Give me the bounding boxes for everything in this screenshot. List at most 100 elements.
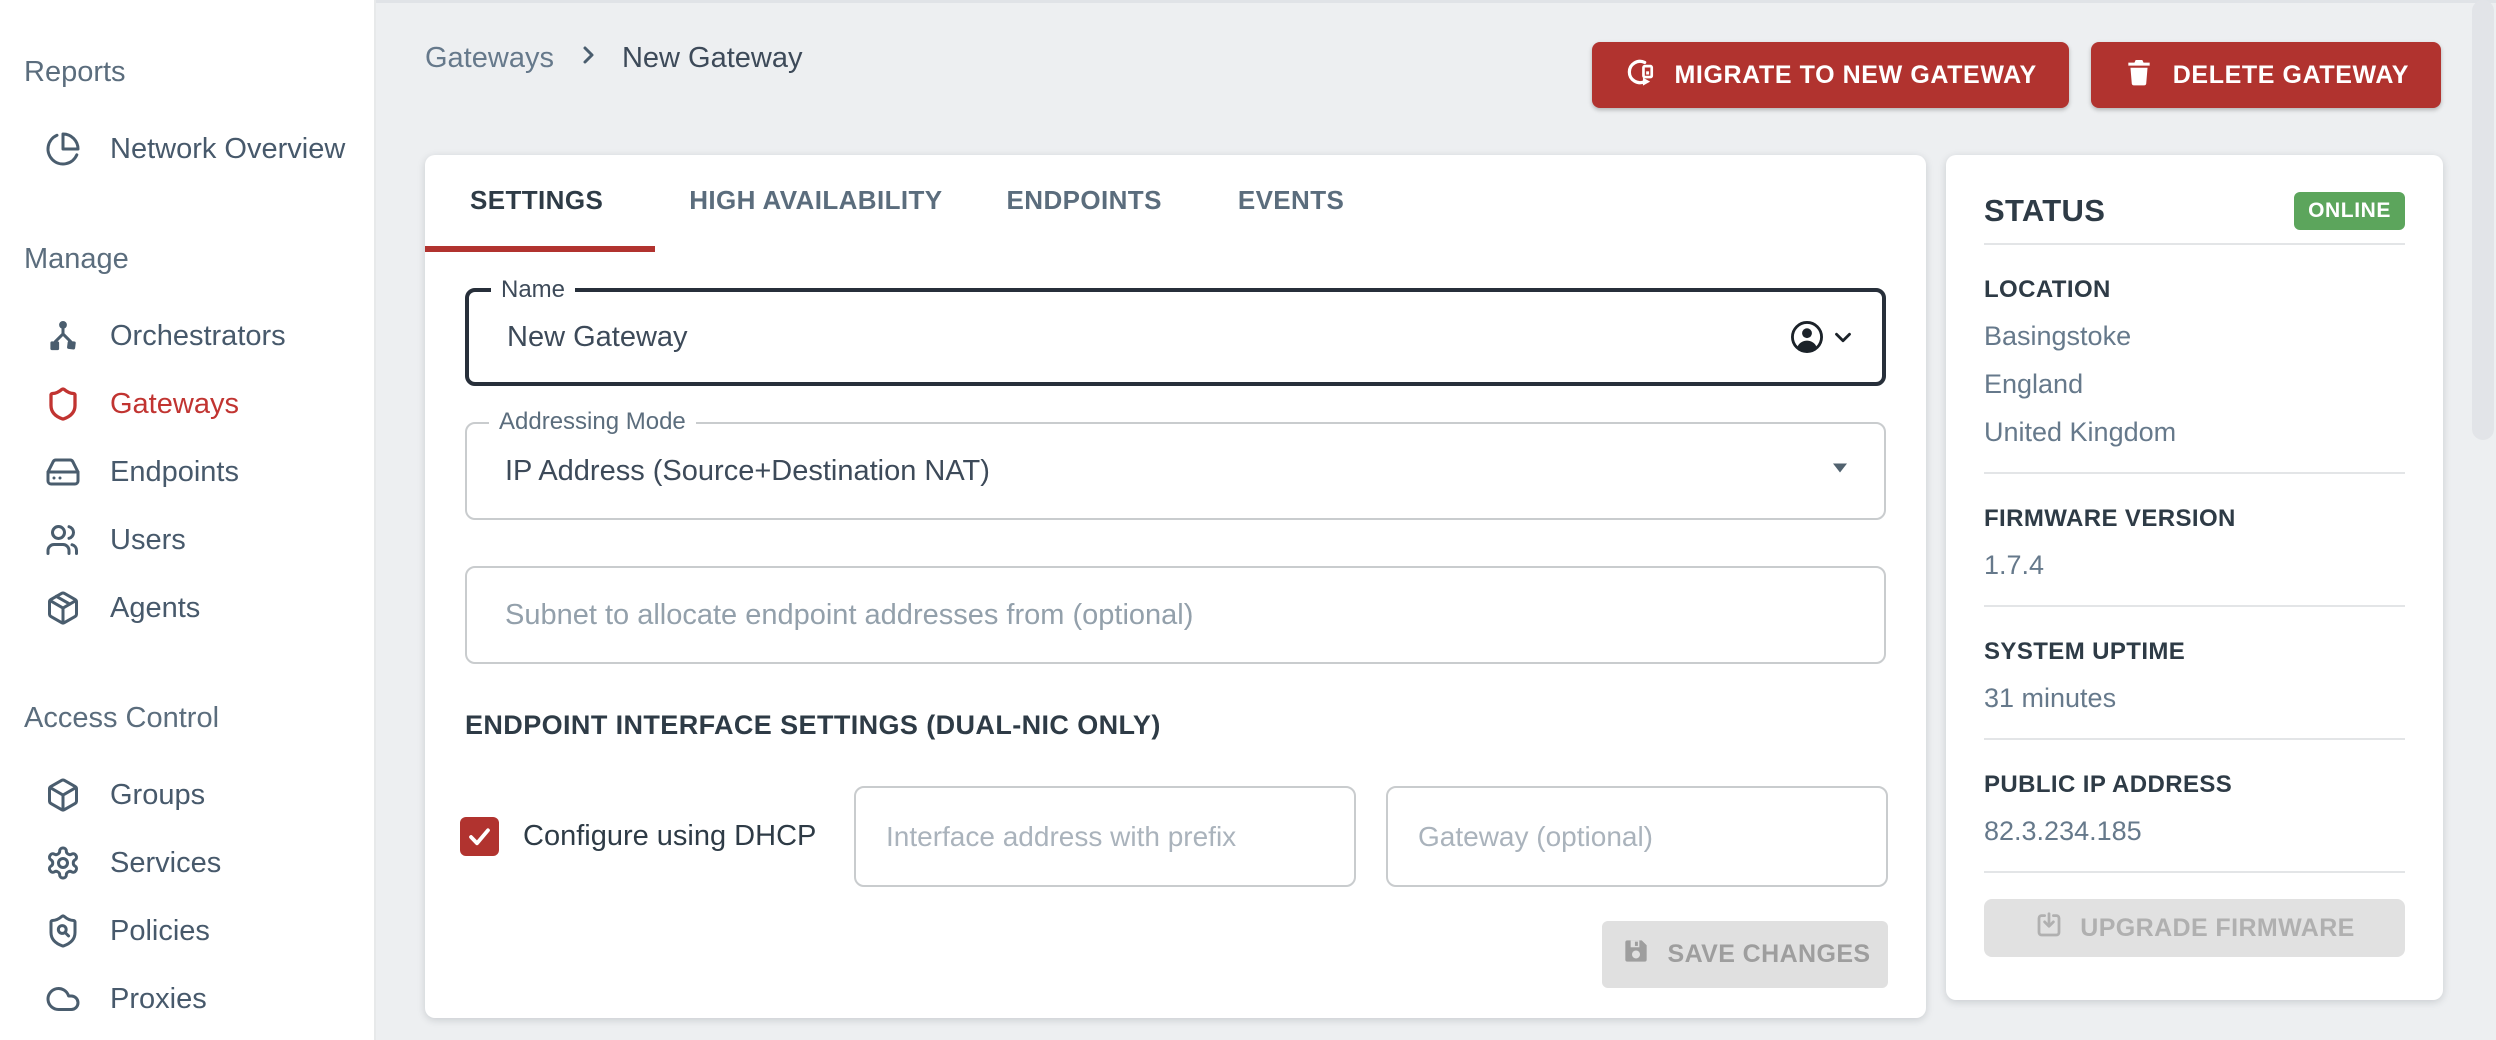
sidebar-item-label: Orchestrators — [110, 319, 286, 352]
pie-chart-icon — [44, 130, 82, 168]
location-country: United Kingdom — [1984, 417, 2177, 447]
sidebar-item-groups[interactable]: Groups — [0, 761, 374, 829]
gateway-settings-card: SETTINGS HIGH AVAILABILITY ENDPOINTS EVE… — [425, 155, 1926, 1018]
users-icon — [44, 521, 82, 559]
save-changes-button[interactable]: SAVE CHANGES — [1602, 921, 1888, 988]
sidebar-item-network-overview[interactable]: Network Overview — [0, 115, 374, 183]
sidebar-item-users[interactable]: Users — [0, 506, 374, 574]
interface-address-field — [854, 786, 1356, 887]
sidebar-item-agents[interactable]: Agents — [0, 574, 374, 642]
system-uptime-value: 31 minutes — [1984, 683, 2117, 713]
sidebar-item-proxies[interactable]: Proxies — [0, 965, 374, 1033]
chevron-down-icon — [1835, 332, 1851, 343]
gateway-optional-field — [1386, 786, 1888, 887]
sidebar-item-label: Agents — [110, 591, 201, 624]
tab-settings[interactable]: SETTINGS — [425, 155, 656, 252]
tab-bar: SETTINGS HIGH AVAILABILITY ENDPOINTS EVE… — [425, 155, 1926, 252]
sidebar-section-manage: Manage — [24, 243, 129, 275]
hard-drive-icon — [44, 453, 82, 491]
chevron-right-icon — [576, 42, 600, 75]
account-icon — [1791, 321, 1823, 353]
status-card: STATUS ONLINE LOCATION Basingstoke Engla… — [1946, 155, 2443, 1000]
sidebar-item-orchestrators[interactable]: Orchestrators — [0, 302, 374, 370]
upgrade-button-label: UPGRADE FIRMWARE — [2080, 913, 2355, 942]
configure-dhcp-label: Configure using DHCP — [523, 820, 817, 852]
name-input[interactable] — [469, 292, 1882, 382]
subnet-input[interactable] — [467, 568, 1884, 662]
sidebar-item-services[interactable]: Services — [0, 829, 374, 897]
sidebar-item-label: Policies — [110, 914, 210, 947]
breadcrumb: Gateways New Gateway — [425, 42, 802, 75]
sidebar-section-reports: Reports — [24, 56, 126, 88]
sidebar-item-gateways[interactable]: Gateways — [0, 370, 374, 438]
migrate-to-new-gateway-button[interactable]: MIGRATE TO NEW GATEWAY — [1592, 42, 2069, 108]
sidebar-item-label: Network Overview — [110, 132, 346, 165]
location-region: England — [1984, 369, 2084, 399]
sidebar-item-label: Gateways — [110, 387, 239, 420]
save-button-label: SAVE CHANGES — [1667, 940, 1871, 968]
breadcrumb-gateways-link[interactable]: Gateways — [425, 42, 554, 74]
tab-endpoints[interactable]: ENDPOINTS — [1006, 185, 1162, 215]
package-icon — [44, 589, 82, 627]
divider — [1984, 605, 2405, 607]
header-actions: MIGRATE TO NEW GATEWAY DELETE GATEWAY — [1592, 42, 2441, 108]
sidebar-item-label: Endpoints — [110, 455, 239, 488]
name-field: Name — [465, 276, 1886, 386]
save-row: SAVE CHANGES — [463, 921, 1888, 988]
breadcrumb-current: New Gateway — [621, 42, 803, 74]
delete-gateway-button[interactable]: DELETE GATEWAY — [2090, 42, 2441, 108]
dhcp-row: Configure using DHCP — [460, 786, 1888, 887]
status-title: STATUS — [1984, 193, 2106, 228]
addressing-mode-value: IP Address (Source+Destination NAT) — [505, 454, 990, 487]
migrate-button-label: MIGRATE TO NEW GATEWAY — [1674, 60, 2037, 89]
location-label: LOCATION — [1984, 276, 2111, 303]
firmware-version-label: FIRMWARE VERSION — [1984, 505, 2236, 532]
sidebar-section-access-control: Access Control — [24, 702, 220, 734]
box-icon — [44, 776, 82, 814]
save-icon — [1620, 935, 1652, 974]
upgrade-firmware-button[interactable]: UPGRADE FIRMWARE — [1984, 899, 2405, 957]
interface-address-input[interactable] — [856, 788, 1354, 885]
sidebar-item-label: Users — [110, 523, 186, 556]
sidebar-item-endpoints[interactable]: Endpoints — [0, 438, 374, 506]
sidebar-item-label: Proxies — [110, 982, 207, 1015]
divider — [1984, 871, 2405, 873]
sidebar-item-policies[interactable]: Policies — [0, 897, 374, 965]
configure-dhcp-checkbox[interactable] — [460, 817, 499, 856]
check-icon — [469, 828, 490, 846]
public-ip-value: 82.3.234.185 — [1984, 816, 2142, 846]
shield-search-icon — [44, 912, 82, 950]
addressing-mode-select[interactable]: Addressing Mode IP Address (Source+Desti… — [465, 408, 1886, 520]
sidebar: Reports Network Overview Manage Orchestr… — [0, 0, 376, 1040]
sidebar-item-label: Groups — [110, 778, 206, 811]
firmware-version-value: 1.7.4 — [1984, 550, 2045, 580]
trash-icon — [2123, 56, 2155, 95]
shield-icon — [44, 385, 82, 423]
status-header: STATUS ONLINE — [1984, 189, 2405, 233]
main-content: Gateways New Gateway MIGRATE TO NEW GATE… — [378, 0, 2496, 1040]
scrollbar-thumb[interactable] — [2472, 0, 2494, 440]
system-uptime-label: SYSTEM UPTIME — [1984, 638, 2186, 665]
account-dropdown-toggle[interactable] — [1788, 318, 1856, 356]
tab-events[interactable]: EVENTS — [1237, 185, 1345, 215]
subnet-field — [465, 566, 1886, 664]
cloud-icon — [44, 980, 82, 1018]
migrate-icon — [1624, 56, 1656, 95]
name-field-label: Name — [491, 276, 576, 305]
location-city: Basingstoke — [1984, 321, 2132, 351]
addressing-mode-label: Addressing Mode — [489, 408, 696, 437]
firmware-download-icon — [2034, 910, 2064, 947]
gear-icon — [44, 844, 82, 882]
divider — [1984, 738, 2405, 740]
online-status-badge: ONLINE — [2294, 192, 2405, 230]
divider — [1984, 243, 2405, 245]
divider — [1984, 472, 2405, 474]
orchestrator-icon — [44, 317, 82, 355]
tab-high-availability[interactable]: HIGH AVAILABILITY — [689, 185, 943, 215]
gateway-optional-input[interactable] — [1388, 788, 1886, 885]
public-ip-label: PUBLIC IP ADDRESS — [1984, 771, 2233, 798]
sidebar-item-label: Services — [110, 846, 222, 879]
caret-down-icon — [1828, 455, 1852, 488]
endpoint-interface-settings-heading: ENDPOINT INTERFACE SETTINGS (DUAL-NIC ON… — [465, 710, 1161, 740]
